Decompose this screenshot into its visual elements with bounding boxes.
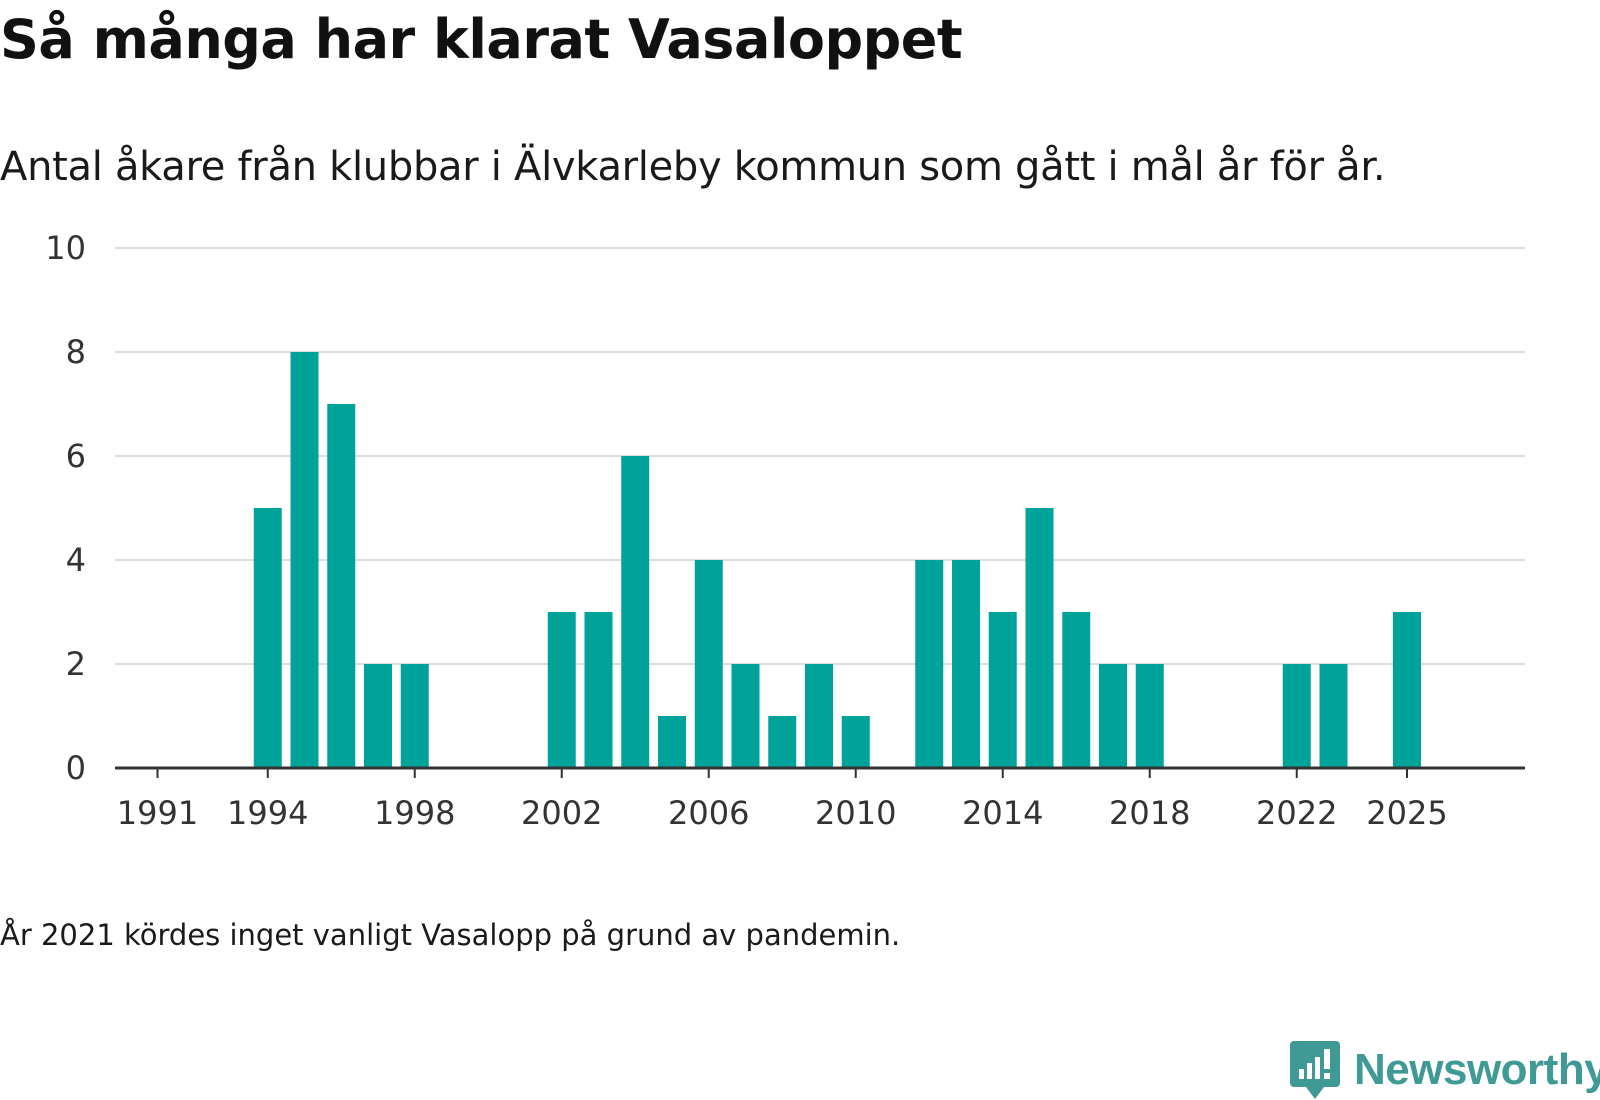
bar-2005 (658, 716, 686, 768)
bar-2016 (1062, 612, 1091, 768)
x-tick-label-2025: 2025 (1366, 794, 1447, 832)
bar-1994 (253, 508, 282, 768)
x-tick-label-2006: 2006 (668, 794, 749, 832)
bar-1998 (400, 664, 429, 768)
newsworthy-logo-icon (1290, 1041, 1340, 1099)
x-tick-label-1991: 1991 (117, 794, 198, 832)
bar-2012 (915, 560, 944, 768)
bar-2018 (1135, 664, 1164, 768)
bar-2017 (1099, 664, 1127, 768)
y-tick-label-10: 10 (45, 229, 86, 267)
bar-2015 (1025, 508, 1054, 768)
x-tick-label-2002: 2002 (521, 794, 602, 832)
y-tick-label-8: 8 (66, 333, 86, 371)
bar-2023 (1319, 664, 1348, 768)
y-tick-label-2: 2 (66, 645, 86, 683)
brand-name: Newsworthy (1354, 1045, 1600, 1094)
bar-2013 (952, 560, 980, 768)
y-tick-label-6: 6 (66, 437, 86, 475)
bar-2025 (1393, 612, 1421, 768)
bar-2003 (584, 612, 613, 768)
bar-2008 (768, 716, 797, 768)
bar-2010 (841, 716, 870, 768)
bar-2006 (694, 560, 723, 768)
x-tick-label-1998: 1998 (374, 794, 455, 832)
bar-1997 (364, 664, 392, 768)
bar-1995 (290, 352, 319, 768)
x-tick-label-2018: 2018 (1109, 794, 1190, 832)
chart-title: Så många har klarat Vasaloppet (0, 8, 963, 71)
bar-1996 (327, 404, 356, 768)
y-tick-label-4: 4 (66, 541, 86, 579)
chart-area: 0 2 4 6 8 10 1991 1994 1998 2002 2006 2010 2014 2018 2… (0, 210, 1600, 870)
x-tick-label-2010: 2010 (815, 794, 896, 832)
y-tick-label-0: 0 (66, 749, 86, 787)
x-tick-label-2022: 2022 (1256, 794, 1337, 832)
bar-2002 (547, 612, 576, 768)
x-tick-label-2014: 2014 (962, 794, 1043, 832)
bar-2007 (731, 664, 760, 768)
chart-subtitle: Antal åkare från klubbar i Älvkarleby ko… (0, 144, 1386, 190)
bar-2004 (621, 456, 650, 768)
x-tick-label-1994: 1994 (227, 794, 308, 832)
bar-2014 (988, 612, 1017, 768)
bar-chart: 0 2 4 6 8 10 1991 1994 1998 2002 2006 2010 2014 2018 2… (45, 229, 1525, 832)
bar-2009 (805, 664, 833, 768)
bar-2022 (1282, 664, 1311, 768)
footnote: År 2021 kördes inget vanligt Vasalopp på… (0, 918, 901, 952)
brand-logo: Newsworthy (1290, 1040, 1600, 1100)
